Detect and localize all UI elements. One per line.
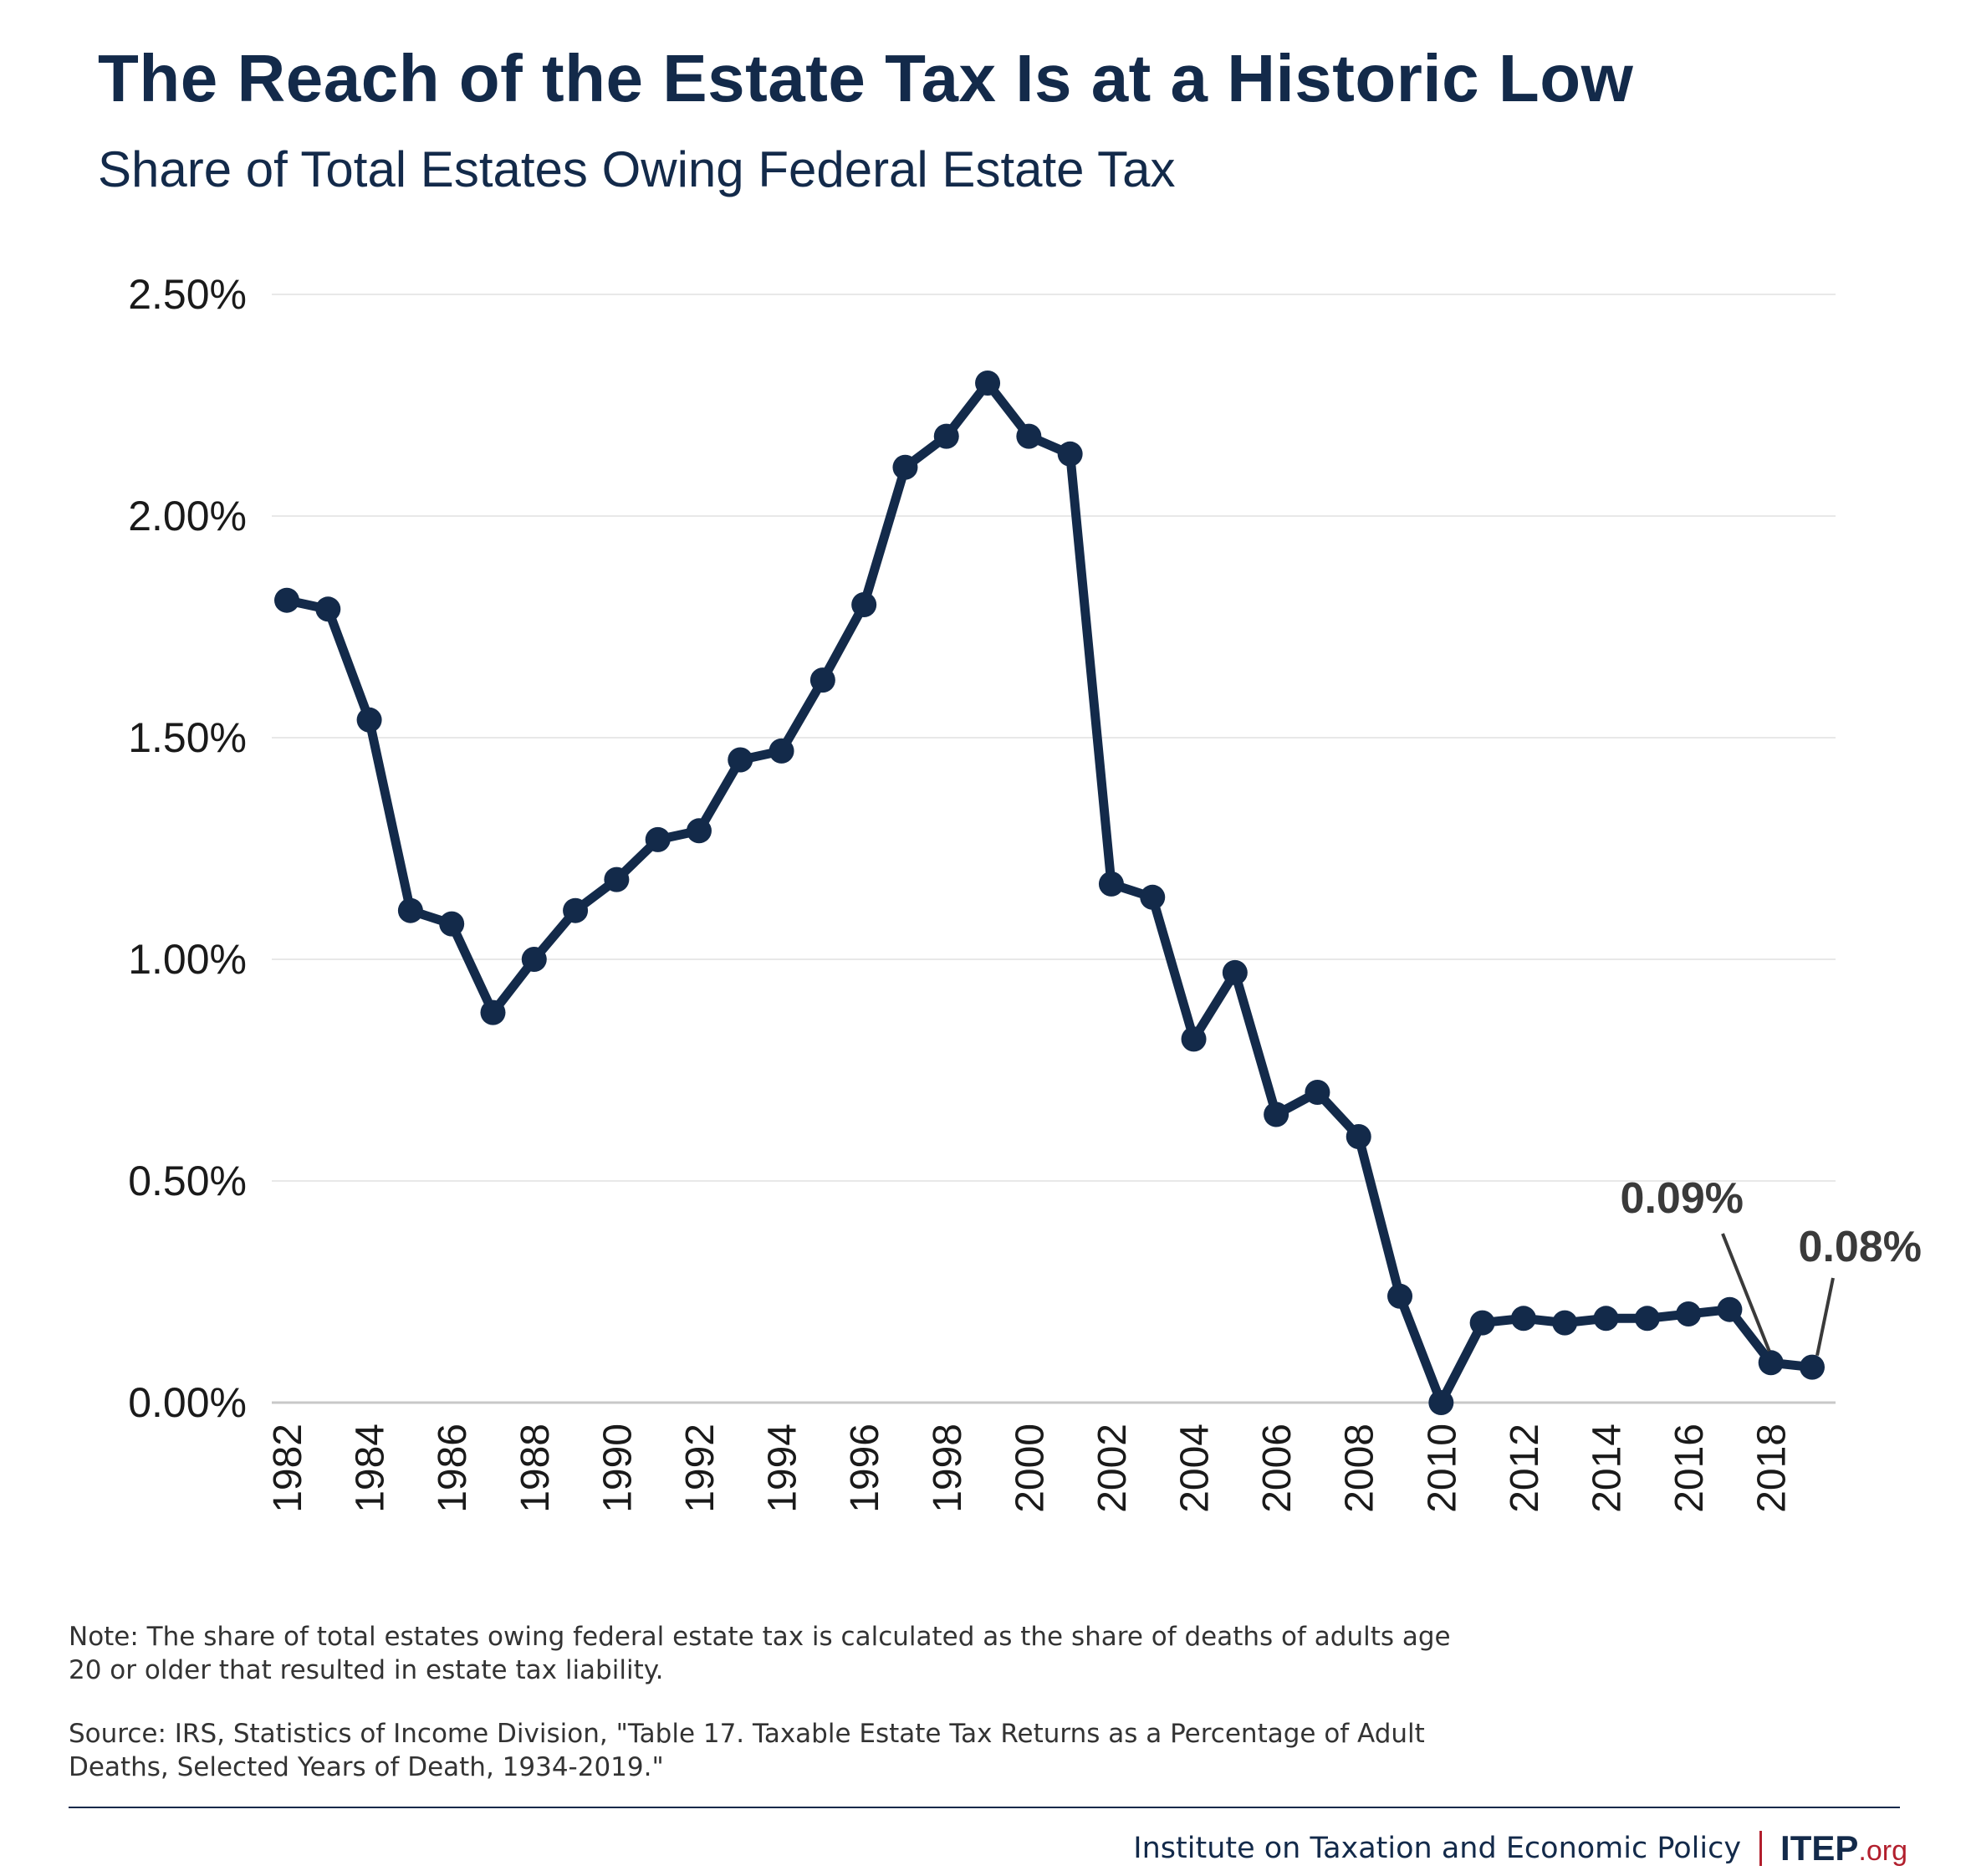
data-point <box>1428 1390 1454 1415</box>
x-tick-label: 1992 <box>678 1424 723 1513</box>
data-point <box>851 592 877 617</box>
data-point <box>1676 1301 1702 1326</box>
x-tick-label: 2006 <box>1255 1424 1300 1513</box>
x-tick-label: 1984 <box>349 1424 393 1513</box>
footer-separator <box>1759 1831 1763 1866</box>
chart-note: Note: The share of total estates owing f… <box>69 1622 1451 1685</box>
x-tick-label: 2004 <box>1173 1424 1218 1513</box>
chart-title: The Reach of the Estate Tax Is at a Hist… <box>98 41 1634 115</box>
x-tick-label: 1994 <box>761 1424 805 1513</box>
series-line <box>282 378 1817 1408</box>
y-tick-label: 1.00% <box>128 936 247 983</box>
data-point <box>1800 1354 1825 1380</box>
data-point <box>1140 884 1166 910</box>
data-point <box>1469 1310 1495 1336</box>
data-point <box>1264 1102 1289 1127</box>
data-point <box>1346 1124 1371 1149</box>
data-point <box>728 747 753 773</box>
data-point <box>686 818 712 844</box>
data-point <box>1717 1296 1743 1322</box>
data-point <box>1305 1080 1330 1105</box>
data-point <box>975 371 1001 396</box>
data-point <box>1016 423 1042 449</box>
data-point <box>439 911 465 937</box>
x-tick-label: 1982 <box>266 1424 310 1513</box>
data-point <box>397 897 423 923</box>
data-point <box>1758 1350 1784 1376</box>
chart-subtitle: Share of Total Estates Owing Federal Est… <box>98 141 1176 197</box>
data-point <box>315 596 341 622</box>
x-tick-label: 2000 <box>1008 1424 1052 1513</box>
y-axis-ticks: 0.00% 0.50% 1.00% 1.50% 2.00% 2.50% <box>128 271 247 1426</box>
x-tick-label: 1996 <box>843 1424 887 1513</box>
x-tick-label: 2008 <box>1338 1424 1382 1513</box>
y-tick-label: 0.50% <box>128 1158 247 1204</box>
x-tick-label: 2010 <box>1420 1424 1464 1513</box>
x-tick-label: 1988 <box>513 1424 558 1513</box>
annotation-leader-line <box>1721 1233 1771 1352</box>
data-point <box>480 999 506 1025</box>
data-point <box>1634 1306 1660 1332</box>
x-tick-label: 2016 <box>1667 1424 1712 1513</box>
x-tick-label: 1998 <box>926 1424 970 1513</box>
series-area <box>274 371 1825 1415</box>
x-axis-ticks: 1982 1984 1986 1988 1990 1992 1994 1996 1998 2000… <box>266 1424 1795 1513</box>
data-point <box>645 826 671 852</box>
data-point <box>274 587 299 613</box>
data-point <box>892 454 918 480</box>
x-tick-label: 2002 <box>1090 1424 1135 1513</box>
data-point <box>563 897 589 923</box>
data-point <box>1098 871 1124 897</box>
x-tick-label: 2012 <box>1503 1424 1547 1513</box>
gridlines <box>272 294 1836 1404</box>
x-tick-label: 2018 <box>1750 1424 1795 1513</box>
annotation-label: 0.09% <box>1621 1174 1744 1223</box>
data-point <box>1181 1026 1207 1052</box>
data-point <box>1510 1306 1536 1332</box>
y-tick-label: 0.00% <box>128 1379 247 1426</box>
footer-divider <box>69 1807 1900 1808</box>
y-tick-label: 2.00% <box>128 493 247 539</box>
x-tick-label: 1986 <box>431 1424 475 1513</box>
data-point <box>1593 1306 1619 1332</box>
data-point <box>1057 441 1083 467</box>
annotation-label: 0.08% <box>1799 1223 1922 1271</box>
y-tick-label: 1.50% <box>128 714 247 761</box>
x-tick-label: 1990 <box>595 1424 640 1513</box>
chart-source: Source: IRS, Statistics of Income Divisi… <box>69 1719 1425 1782</box>
footer: Institute on Taxation and Economic Polic… <box>1133 1828 1907 1868</box>
data-point <box>809 667 835 693</box>
data-point <box>1387 1283 1413 1309</box>
data-point <box>769 738 794 764</box>
y-tick-label: 2.50% <box>128 271 247 318</box>
org-name: Institute on Taxation and Economic Polic… <box>1133 1832 1742 1865</box>
annotations: 0.09% 0.08% <box>1621 1174 1922 1357</box>
data-point <box>521 947 547 972</box>
itep-logo[interactable]: ITEP.org <box>1780 1828 1907 1868</box>
data-point <box>604 866 630 892</box>
annotation-leader-line <box>1815 1277 1835 1357</box>
logo-suffix-text: .org <box>1858 1835 1907 1867</box>
x-tick-label: 2014 <box>1586 1424 1630 1513</box>
data-point <box>1222 959 1248 985</box>
data-point <box>356 707 382 733</box>
data-point <box>1552 1310 1578 1336</box>
logo-main-text: ITEP <box>1780 1828 1859 1868</box>
line-chart: 0.00%0.50%1.00%1.50%2.00%2.50% 1982 1984 1… <box>128 271 1922 1513</box>
data-point <box>933 423 959 449</box>
